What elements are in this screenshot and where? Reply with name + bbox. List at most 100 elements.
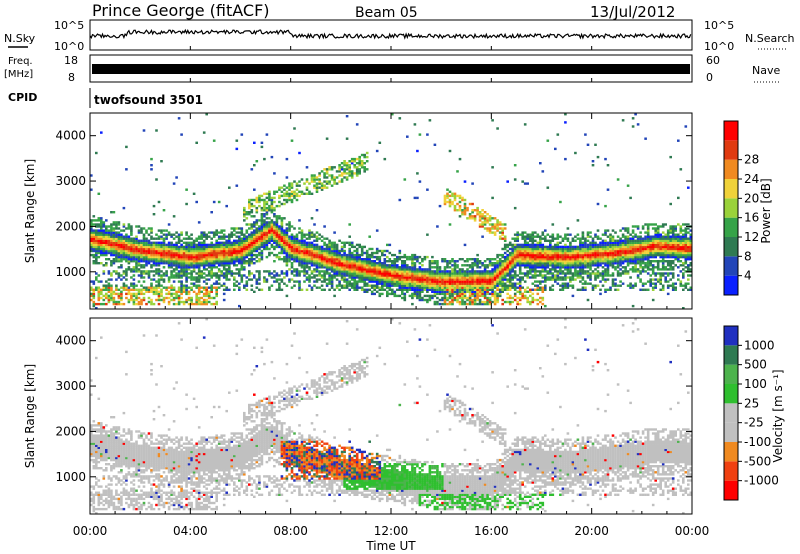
power-cell <box>300 233 304 236</box>
power-cell <box>453 260 457 263</box>
power-cell <box>516 235 519 238</box>
power-cell <box>498 227 502 230</box>
power-cell <box>381 272 384 275</box>
power-cell <box>496 274 499 277</box>
power-cell <box>586 249 590 253</box>
power-cell <box>258 288 261 291</box>
power-cell <box>476 276 479 279</box>
power-cell <box>283 255 286 259</box>
power-cell <box>182 264 186 267</box>
power-cell <box>105 229 108 232</box>
power-cell <box>253 241 256 244</box>
power-cell <box>283 260 286 263</box>
power-cell <box>102 294 106 298</box>
power-cell <box>503 278 507 281</box>
power-cell <box>215 245 218 249</box>
power-cell <box>95 241 98 244</box>
power-cell <box>438 286 442 289</box>
power-cell <box>503 286 507 289</box>
power-cell <box>586 251 590 255</box>
power-cell <box>549 243 552 247</box>
power-cell <box>135 241 138 244</box>
power-cell <box>493 300 497 304</box>
power-cell <box>506 255 509 259</box>
power-cell <box>150 241 153 244</box>
power-cell <box>431 274 434 277</box>
power-cell <box>132 239 136 242</box>
power-cell <box>160 276 163 279</box>
power-cell <box>516 300 519 304</box>
power-cell <box>370 276 374 279</box>
power-cell <box>551 278 555 281</box>
power-cell <box>466 280 469 283</box>
power-cell <box>105 219 108 222</box>
power-cell <box>147 272 151 275</box>
power-cell <box>92 296 96 300</box>
power-cell <box>217 235 221 238</box>
power-cell <box>273 200 276 204</box>
power-cell <box>350 157 354 161</box>
power-cell <box>142 253 146 257</box>
power-cell <box>245 217 249 220</box>
power-cell <box>388 278 392 281</box>
power-cell <box>323 280 326 283</box>
power-cell <box>263 243 266 247</box>
power-cell <box>127 266 131 269</box>
power-cell <box>591 253 595 257</box>
power-cell <box>192 266 196 269</box>
power-cell <box>544 237 547 240</box>
power-cell <box>586 266 590 269</box>
power-cell <box>544 262 547 265</box>
power-cell <box>325 278 329 281</box>
power-cell <box>363 264 366 267</box>
power-cell <box>596 237 600 240</box>
power-cell <box>456 284 459 287</box>
power-cell <box>541 255 545 259</box>
power-cell <box>107 249 111 253</box>
power-cell <box>546 270 550 273</box>
power-cell <box>280 221 284 224</box>
power-cell <box>298 243 301 247</box>
power-cell <box>330 276 334 279</box>
power-cell <box>564 253 567 257</box>
power-cell <box>541 298 545 302</box>
power-cell <box>310 249 314 253</box>
power-cell <box>554 251 557 255</box>
power-cell <box>544 260 547 263</box>
power-cell <box>195 278 198 281</box>
power-cell <box>150 258 153 261</box>
power-cell <box>466 298 469 302</box>
power-cell <box>102 270 106 273</box>
power-cell <box>443 260 447 263</box>
power-cell <box>147 274 151 277</box>
power-cell <box>240 237 244 240</box>
power-cell <box>313 258 316 261</box>
power-cell <box>180 249 183 253</box>
power-cell <box>343 260 346 263</box>
power-cell <box>102 245 106 249</box>
power-cell <box>92 260 96 263</box>
power-cell <box>556 264 560 267</box>
power-cell <box>328 243 331 247</box>
power-cell <box>243 266 246 269</box>
power-cell <box>187 253 191 257</box>
power-cell <box>586 235 590 238</box>
power-cell <box>260 288 264 291</box>
power-cell <box>105 233 108 236</box>
power-cell <box>288 192 291 195</box>
power-cell <box>345 274 349 277</box>
power-cell <box>355 272 359 275</box>
power-cell <box>403 270 407 273</box>
power-cell <box>212 235 216 238</box>
power-cell <box>308 266 311 269</box>
power-cell <box>167 233 171 236</box>
power-cell <box>275 217 279 220</box>
power-cell <box>112 262 116 265</box>
power-cell <box>117 223 121 226</box>
power-cell <box>308 280 311 283</box>
power-cell <box>428 262 432 265</box>
power-cell <box>418 282 422 285</box>
power-cell <box>458 278 462 281</box>
power-cell <box>290 262 294 265</box>
power-cell <box>441 296 444 300</box>
